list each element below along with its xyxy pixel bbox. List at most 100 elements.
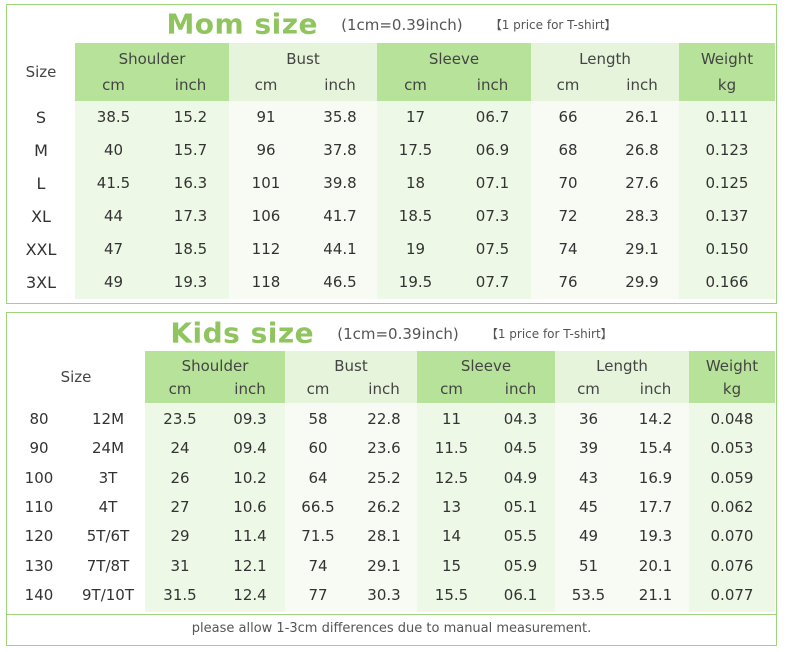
table-row: XL 44 17.3 106 41.7 18.5 07.3 72 28.3 0.137	[7, 200, 775, 233]
kids-unit-label: cm	[577, 380, 600, 398]
mom-unit-label: inch	[626, 76, 658, 94]
kids-size-panel: Kids size (1cm=0.39inch) 【1 price for T-…	[6, 312, 777, 646]
kids-unit-label: cm	[306, 380, 330, 398]
kids-price-note: 【1 price for T-shirt】	[485, 326, 613, 341]
table-cell: 16.9	[638, 468, 673, 487]
mom-column-band	[229, 101, 377, 299]
mom-header-weight: Weight kg	[679, 43, 775, 101]
mom-header-units: cm inch	[377, 72, 531, 101]
mom-unit-label: cm	[254, 76, 278, 94]
table-row: 120 5T/6T 29 11.4 71.5 28.1 14 05.5 49 19.3 0.070	[7, 522, 775, 551]
table-cell: 24	[170, 439, 190, 458]
size-label: 3XL	[25, 273, 57, 292]
table-row: 110 4T 27 10.6 66.5 26.2 13 05.1 45 17.7 0.062	[7, 493, 775, 522]
size-age-label: 5T/6T	[86, 527, 130, 546]
table-row: S 38.5 15.2 91 35.8 17 06.7 66 26.1 0.111	[7, 101, 775, 134]
table-cell: 26.8	[625, 141, 659, 159]
kids-header-units: cm inch	[285, 377, 417, 403]
table-cell: 29.1	[367, 556, 401, 575]
table-cell: 15.7	[173, 141, 208, 159]
mom-header-units: kg	[679, 72, 775, 101]
table-cell: 26	[170, 468, 190, 487]
mom-column-band	[75, 101, 229, 299]
table-cell: 0.053	[710, 439, 754, 458]
table-cell: 09.3	[233, 410, 267, 428]
size-height-cm: 100	[24, 468, 54, 487]
mom-size-panel: Mom size (1cm=0.39inch) 【1 price for T-s…	[6, 4, 777, 304]
table-cell: 40	[103, 141, 124, 159]
table-cell: 06.7	[475, 108, 510, 126]
mom-header-bust: Bust cm inch	[229, 43, 377, 101]
table-cell: 15	[441, 556, 462, 575]
table-row: 3XL 49 19.3 118 46.5 19.5 07.7 76 29.9 0.166	[7, 266, 775, 299]
table-cell: 27	[170, 497, 190, 516]
kids-header-units: cm inch	[145, 377, 285, 403]
table-cell: 0.150	[705, 240, 749, 258]
table-cell: 23.6	[367, 439, 401, 458]
table-cell: 05.1	[503, 497, 538, 516]
table-cell: 19.3	[173, 273, 208, 291]
size-age-label: 4T	[98, 497, 118, 516]
kids-unit-label: inch	[639, 380, 672, 398]
table-cell: 91	[256, 108, 276, 126]
table-cell: 51	[578, 556, 599, 575]
kids-title: Kids size	[170, 316, 315, 350]
table-cell: 13	[441, 497, 462, 516]
table-cell: 0.062	[710, 497, 754, 516]
table-cell: 14	[441, 527, 462, 546]
table-cell: 29	[170, 527, 190, 546]
table-cell: 05.9	[503, 556, 538, 575]
table-cell: 37.8	[323, 141, 357, 159]
table-cell: 72	[558, 207, 578, 225]
table-row: 130 7T/8T 31 12.1 74 29.1 15 05.9 51 20.1 0.076	[7, 552, 775, 581]
table-cell: 35.8	[323, 108, 357, 126]
table-cell: 0.076	[710, 556, 754, 575]
kids-header-label: Weight	[705, 357, 759, 375]
table-cell: 11.4	[233, 527, 267, 546]
table-cell: 39.8	[323, 174, 357, 192]
mom-unit-label: cm	[556, 76, 580, 94]
table-cell: 38.5	[96, 108, 131, 126]
kids-header-units: kg	[689, 377, 775, 403]
mom-column-band	[531, 101, 679, 299]
table-cell: 29.1	[625, 240, 659, 258]
table-cell: 106	[251, 207, 281, 225]
table-cell: 17.5	[398, 141, 433, 159]
table-cell: 19	[405, 240, 426, 258]
table-cell: 07.1	[475, 174, 510, 192]
kids-header-bust: Bust cm inch	[285, 351, 417, 403]
table-cell: 45	[578, 497, 599, 516]
size-label: S	[35, 108, 47, 127]
size-label: L	[36, 174, 46, 193]
mom-unit-label: kg	[717, 76, 737, 94]
kids-header-shoulder: Shoulder cm inch	[145, 351, 285, 403]
table-cell: 15.2	[173, 108, 208, 126]
kids-unit-label: inch	[368, 380, 400, 398]
size-age-label: 24M	[91, 439, 125, 458]
table-cell: 70	[558, 174, 578, 192]
table-cell: 60	[308, 439, 328, 458]
table-cell: 66	[558, 108, 578, 126]
table-row: 140 9T/10T 31.5 12.4 77 30.3 15.5 06.1 53.5 21.1 0…	[7, 581, 775, 610]
table-cell: 15.4	[638, 439, 673, 458]
kids-unit-label: cm	[440, 380, 463, 398]
mom-header-length: Length cm inch	[531, 43, 679, 101]
table-cell: 27.6	[625, 174, 659, 192]
table-cell: 44.1	[323, 240, 357, 258]
table-cell: 07.5	[475, 240, 510, 258]
table-cell: 10.6	[233, 497, 267, 516]
table-cell: 41.7	[323, 207, 357, 225]
size-height-cm: 120	[24, 527, 54, 546]
kids-column-band	[285, 403, 417, 613]
table-cell: 09.4	[233, 439, 267, 458]
table-cell: 66.5	[301, 497, 335, 516]
table-cell: 04.9	[503, 468, 538, 487]
size-height-cm: 80	[29, 410, 49, 428]
size-label: XXL	[25, 240, 57, 259]
mom-column-band	[679, 101, 775, 299]
table-cell: 47	[103, 240, 124, 258]
table-cell: 74	[308, 556, 328, 575]
table-cell: 07.3	[475, 207, 510, 225]
table-cell: 0.111	[705, 108, 749, 126]
table-cell: 07.7	[475, 273, 510, 291]
